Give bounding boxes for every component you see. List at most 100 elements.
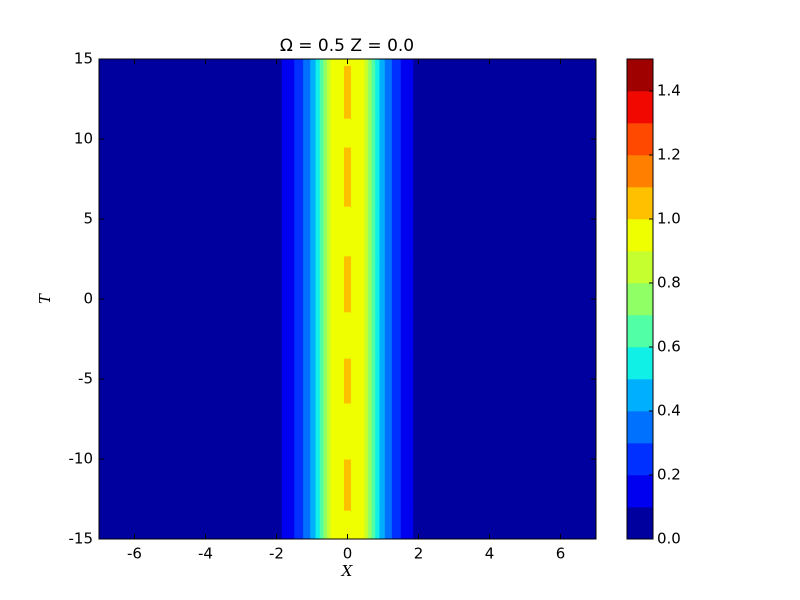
x-tick-label: 4 <box>485 545 495 563</box>
colorbar-swatch <box>627 219 653 252</box>
contour-cell <box>379 311 386 359</box>
colorbar-swatch <box>627 475 653 508</box>
contour-cell <box>310 118 317 148</box>
colorbar-tick-label: 0.4 <box>657 402 681 420</box>
contour-cell <box>351 459 366 511</box>
contour-cell <box>351 147 366 207</box>
contour-cell <box>303 59 311 66</box>
contour-cell <box>351 403 366 460</box>
contour-cell <box>294 403 304 460</box>
contour-cell <box>326 403 331 460</box>
contour-cell <box>315 65 321 119</box>
contour-cell <box>400 147 414 207</box>
y-tick-label: -5 <box>78 370 93 388</box>
contour-cell <box>384 118 393 148</box>
contour-cell <box>384 255 393 313</box>
contour-cell <box>281 358 295 404</box>
contour-cell <box>294 459 304 511</box>
contour-cell <box>371 59 376 66</box>
contour-cell <box>319 358 324 404</box>
contour-cell <box>343 311 352 359</box>
contour-cell <box>99 147 283 207</box>
contour-cell <box>375 403 380 460</box>
contour-cell <box>384 147 393 207</box>
colorbar-swatch <box>627 443 653 476</box>
contour-cell <box>303 65 311 119</box>
contour-cell <box>343 403 352 460</box>
contour-cell <box>371 510 376 540</box>
contour-cell <box>384 403 393 460</box>
contour-cell <box>400 255 414 313</box>
contour-cell <box>99 59 283 66</box>
contour-cell <box>364 311 369 359</box>
contour-cell <box>413 206 597 257</box>
contour-cell <box>323 206 328 257</box>
contour-cell <box>294 255 304 313</box>
contour-cell <box>281 255 295 313</box>
contour-cell <box>326 147 331 207</box>
contour-cell <box>364 118 369 148</box>
contour-cell <box>391 255 402 313</box>
x-axis-label: X <box>341 562 354 580</box>
contour-cell <box>319 118 324 148</box>
contour-cell <box>391 118 402 148</box>
contour-cell <box>368 255 373 313</box>
contour-cell <box>413 118 597 148</box>
contour-cell <box>330 358 345 404</box>
x-tick-label: 2 <box>414 545 424 563</box>
colorbar-tick-label: 1.4 <box>657 82 681 100</box>
contour-cell <box>371 255 376 313</box>
y-tick-label: -10 <box>69 450 94 468</box>
contour-cell <box>99 311 283 359</box>
contour-cell <box>323 311 328 359</box>
colorbar-swatch <box>627 283 653 316</box>
contour-cell <box>294 358 304 404</box>
contour-cell <box>368 311 373 359</box>
contour-cell <box>310 59 317 66</box>
contour-cell <box>99 459 283 511</box>
contour-cell <box>310 403 317 460</box>
contour-cell <box>303 403 311 460</box>
contour-cell <box>323 510 328 540</box>
contour-cell <box>310 147 317 207</box>
contour-cell <box>281 59 295 66</box>
colorbar-tick-label: 0.8 <box>657 274 681 292</box>
contour-cell <box>326 255 331 313</box>
contour-cell <box>303 255 311 313</box>
contour-cell <box>323 118 328 148</box>
contour-cell <box>343 206 352 257</box>
colorbar-frame <box>626 58 654 540</box>
contour-cell <box>323 147 328 207</box>
contour-cell <box>375 118 380 148</box>
contour-cell <box>368 510 373 540</box>
contour-cell <box>413 59 597 66</box>
contour-cell <box>281 403 295 460</box>
contour-cell <box>310 510 317 540</box>
contour-cell <box>310 358 317 404</box>
contour-cell <box>379 147 386 207</box>
contour-cell <box>315 510 321 540</box>
contour-cell <box>375 358 380 404</box>
y-tick-label: 0 <box>83 290 93 308</box>
contour-cell <box>400 59 414 66</box>
contour-cell <box>375 255 380 313</box>
contour-cell <box>323 255 328 313</box>
contour-cell <box>326 118 331 148</box>
contour-cell <box>326 59 331 66</box>
contour-cell <box>351 510 366 540</box>
contour-cell <box>330 206 345 257</box>
contour-cell <box>400 311 414 359</box>
contour-cell <box>303 358 311 404</box>
contour-cell <box>343 65 352 119</box>
contour-cell <box>391 206 402 257</box>
contour-cell <box>368 118 373 148</box>
contour-cell <box>294 65 304 119</box>
contour-cell <box>319 255 324 313</box>
contour-cell <box>310 65 317 119</box>
contour-cell <box>379 358 386 404</box>
contour-cell <box>375 206 380 257</box>
contour-cell <box>281 118 295 148</box>
contour-cell <box>391 59 402 66</box>
colorbar-tick-label: 0.6 <box>657 338 681 356</box>
